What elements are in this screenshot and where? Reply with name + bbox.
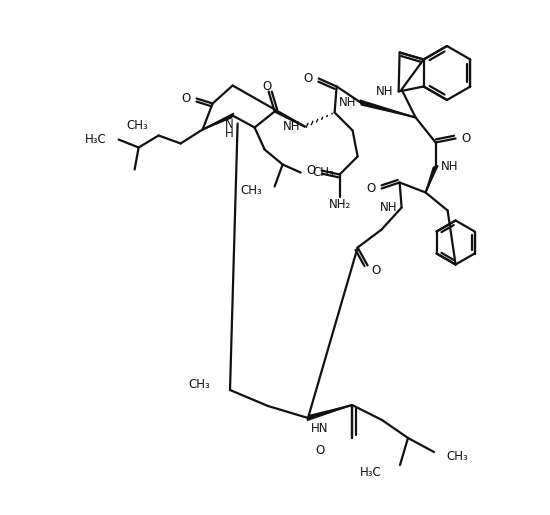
Polygon shape — [426, 166, 438, 193]
Text: N: N — [226, 118, 234, 131]
Text: H: H — [226, 127, 234, 140]
Text: O: O — [366, 182, 376, 195]
Text: HN: HN — [311, 421, 328, 435]
Text: H₃C: H₃C — [360, 467, 382, 479]
Text: O: O — [372, 264, 381, 277]
Polygon shape — [202, 113, 234, 129]
Text: O: O — [262, 80, 271, 93]
Text: CH₃: CH₃ — [446, 451, 467, 464]
Text: NH: NH — [376, 85, 394, 98]
Text: NH: NH — [339, 96, 356, 109]
Text: NH: NH — [441, 160, 458, 173]
Text: CH₃: CH₃ — [312, 166, 334, 179]
Text: O: O — [316, 443, 325, 456]
Polygon shape — [360, 100, 416, 117]
Text: CH₃: CH₃ — [127, 119, 148, 132]
Text: O: O — [461, 132, 471, 145]
Polygon shape — [307, 405, 352, 420]
Text: O: O — [182, 92, 191, 105]
Text: NH: NH — [283, 120, 301, 133]
Text: O: O — [306, 164, 316, 177]
Text: CH₃: CH₃ — [188, 377, 210, 390]
Text: CH₃: CH₃ — [241, 184, 262, 197]
Text: O: O — [304, 72, 312, 85]
Text: H₃C: H₃C — [85, 133, 107, 146]
Text: NH₂: NH₂ — [328, 198, 351, 211]
Text: NH: NH — [380, 201, 398, 214]
